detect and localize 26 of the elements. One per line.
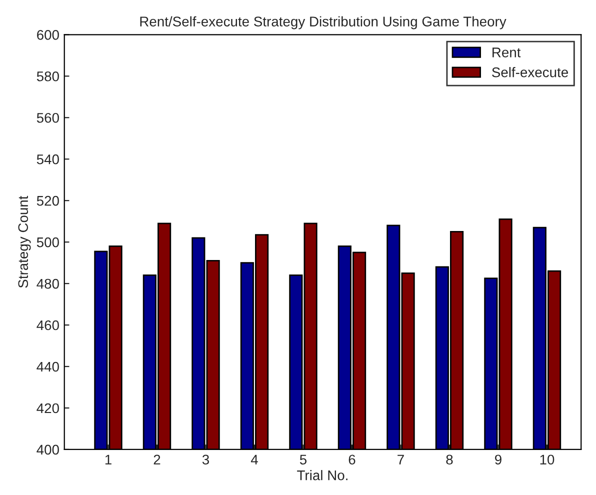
x-tick-label: 8 bbox=[446, 454, 453, 465]
x-tick-label: 4 bbox=[250, 454, 258, 464]
y-tick-label: 560 bbox=[36, 112, 59, 123]
y-tick-label: 440 bbox=[36, 362, 59, 372]
y-tick-label: 540 bbox=[36, 154, 59, 164]
y-axis-title: Strategy Count bbox=[18, 196, 31, 288]
y-tick-label: 500 bbox=[36, 237, 59, 248]
x-axis-title: Trial No. bbox=[297, 470, 348, 480]
y-tick-label: 580 bbox=[36, 71, 59, 82]
x-tick-label: 6 bbox=[348, 454, 356, 465]
x-tick-label: 10 bbox=[540, 454, 554, 465]
y-tick-label: 420 bbox=[36, 403, 59, 414]
legend-label: Self-execute bbox=[492, 67, 568, 78]
x-tick-label: 3 bbox=[202, 454, 209, 465]
y-tick-label: 520 bbox=[36, 196, 59, 206]
x-tick-label: 5 bbox=[300, 454, 307, 465]
x-tick-label: 9 bbox=[495, 454, 502, 465]
y-tick-label: 400 bbox=[36, 444, 59, 455]
x-tick-label: 1 bbox=[105, 454, 112, 464]
legend-label: Rent bbox=[492, 48, 521, 58]
x-tick-label: 2 bbox=[154, 454, 160, 464]
chart-title: Rent/Self-execute Strategy Distribution Using Game Theory bbox=[140, 16, 506, 30]
y-tick-label: 460 bbox=[36, 320, 59, 330]
y-tick-label: 600 bbox=[37, 30, 59, 40]
y-tick-label: 480 bbox=[36, 278, 59, 289]
x-tick-label: 7 bbox=[398, 454, 404, 464]
